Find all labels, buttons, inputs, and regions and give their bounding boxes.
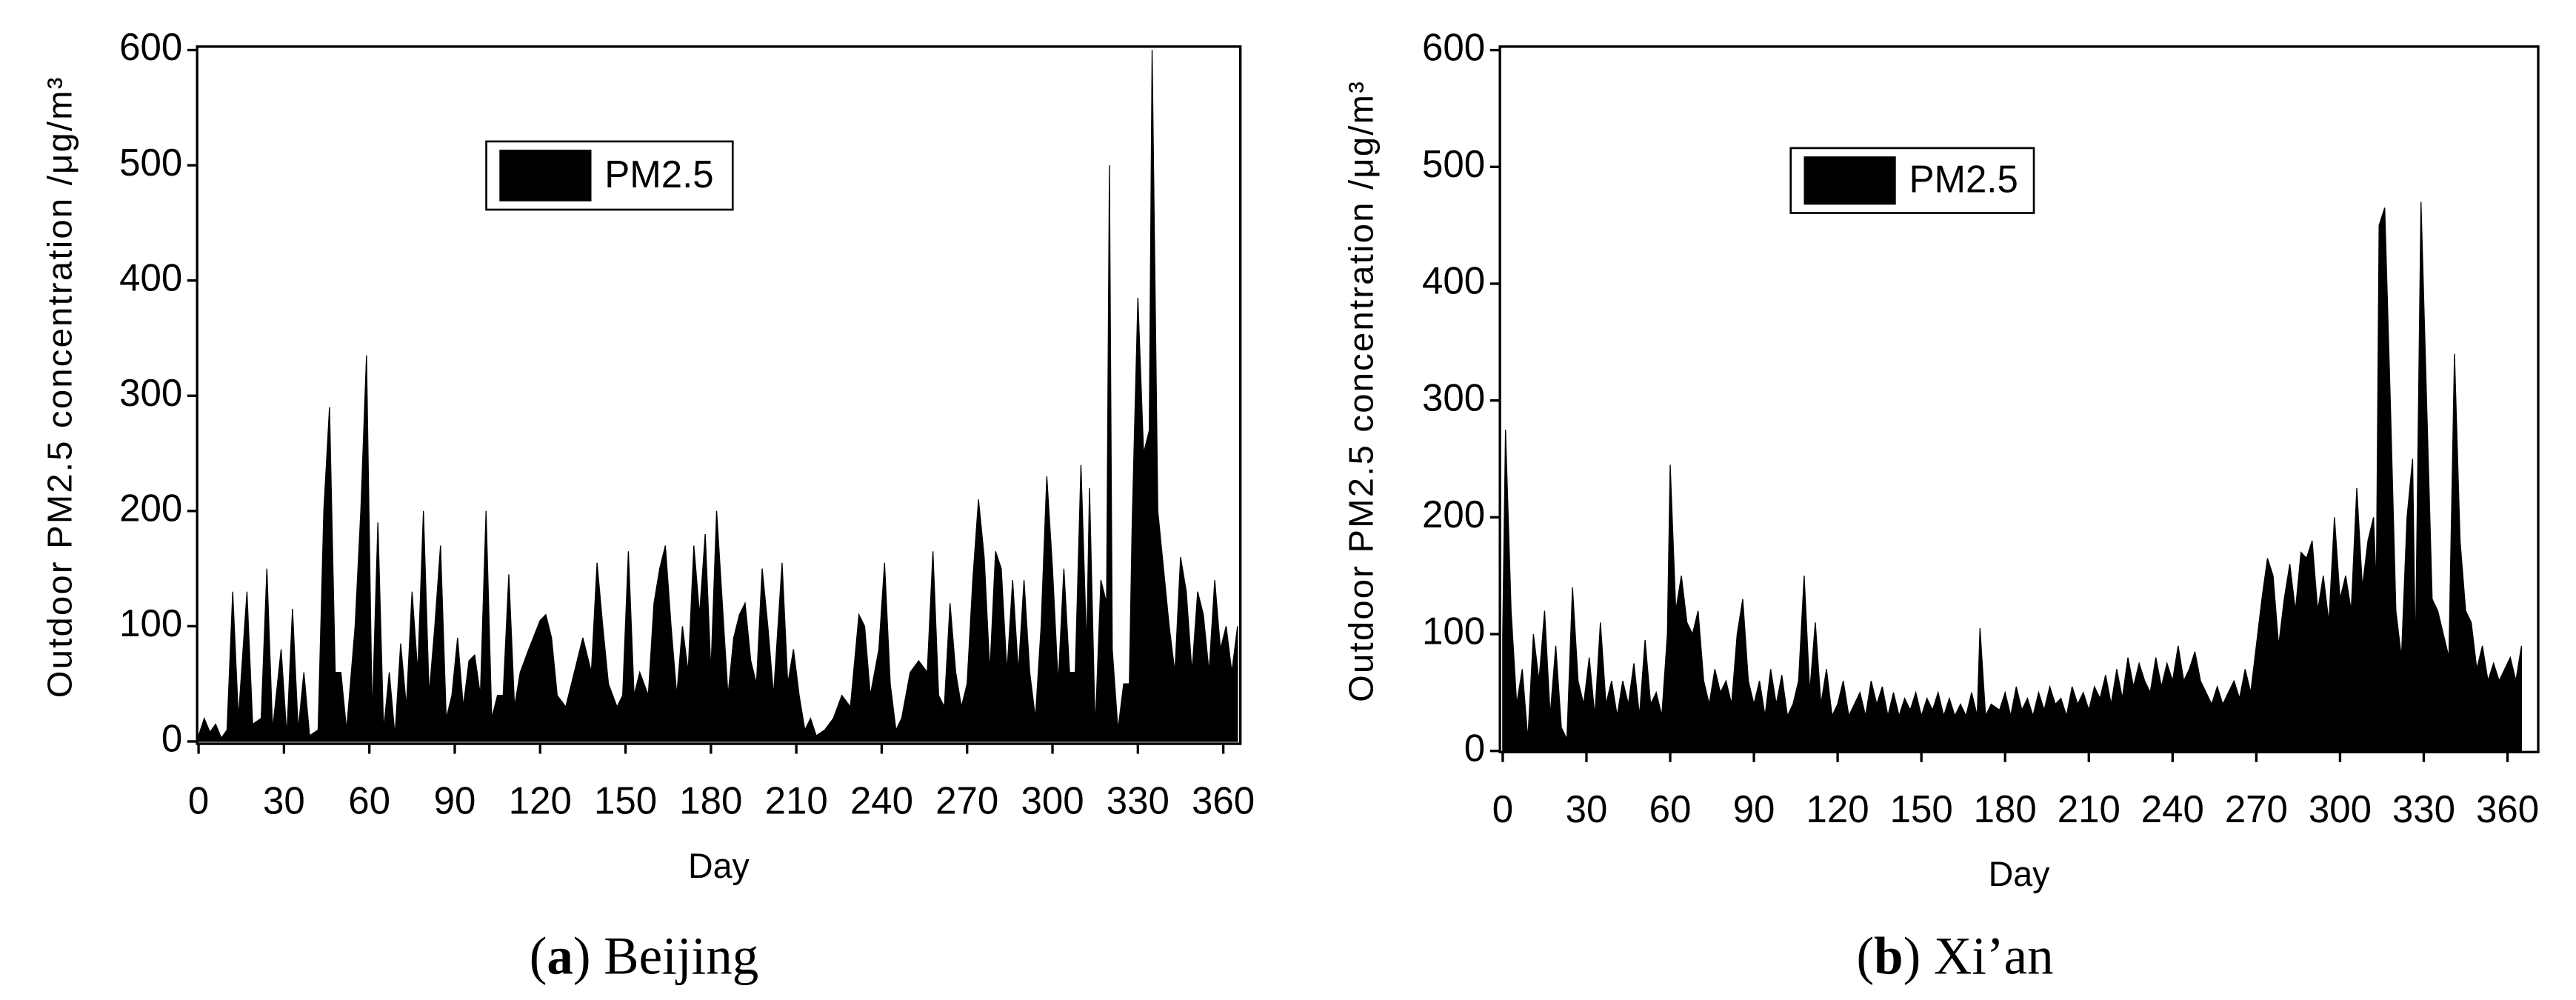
x-tick-label: 30 bbox=[1566, 788, 1608, 830]
x-tick-label: 60 bbox=[348, 779, 390, 821]
x-axis-label: Day bbox=[688, 847, 750, 885]
caption: (b) Xi’an bbox=[1857, 927, 2054, 985]
legend-swatch bbox=[1803, 156, 1896, 205]
y-tick-label: 200 bbox=[119, 487, 182, 529]
y-axis-label: Outdoor PM2.5 concentration /μg/m³ bbox=[41, 76, 79, 698]
caption-part: ) Beijing bbox=[573, 927, 758, 985]
y-tick-label: 300 bbox=[119, 372, 182, 414]
area bbox=[198, 50, 1238, 742]
legend-swatch bbox=[499, 150, 592, 201]
x-axis-label: Day bbox=[1989, 855, 2050, 893]
y-tick-label: 0 bbox=[1464, 727, 1485, 769]
caption-part: ( bbox=[530, 927, 547, 985]
x-tick-label: 90 bbox=[1733, 788, 1775, 830]
legend-label: PM2.5 bbox=[1909, 158, 2018, 200]
chart: 0 100 200 300 400 500 600 0 30 60 90 120 150 180 210 24… bbox=[1342, 26, 2540, 986]
y-tick-label: 100 bbox=[1422, 610, 1485, 652]
legend-label: PM2.5 bbox=[604, 153, 713, 196]
x-tick-label: 150 bbox=[594, 779, 657, 821]
y-tick-label: 600 bbox=[119, 26, 182, 68]
x-tick-label: 180 bbox=[1974, 788, 2037, 830]
x-tick-label: 30 bbox=[263, 779, 305, 821]
x-tick-label: 210 bbox=[2058, 788, 2120, 830]
y-tick-label: 500 bbox=[119, 141, 182, 183]
x-tick-label: 60 bbox=[1649, 788, 1692, 830]
x-tick-label: 120 bbox=[509, 779, 572, 821]
y-tick-label: 400 bbox=[119, 256, 182, 299]
x-tick-label: 240 bbox=[850, 779, 913, 821]
x-tick-label: 180 bbox=[679, 779, 742, 821]
x-tick-label: 360 bbox=[1192, 779, 1255, 821]
y-tick-label: 300 bbox=[1422, 376, 1485, 419]
x-tick-label: 0 bbox=[188, 779, 209, 821]
y-axis-label: Outdoor PM2.5 concentration /μg/m³ bbox=[1342, 80, 1381, 702]
x-tick-label: 330 bbox=[1107, 779, 1169, 821]
chart: 0 100 200 300 400 500 600 0 30 60 90 120 150 180 210 24… bbox=[41, 26, 1255, 986]
y-tick-label: 400 bbox=[1422, 259, 1485, 301]
x-tick-label: 270 bbox=[2225, 788, 2288, 830]
x-tick-label: 300 bbox=[2309, 788, 2372, 830]
x-tick-label: 150 bbox=[1890, 788, 1953, 830]
x-tick-label: 360 bbox=[2476, 788, 2539, 830]
caption-part: a bbox=[547, 927, 573, 985]
y-tick-label: 200 bbox=[1422, 493, 1485, 536]
x-tick-label: 270 bbox=[935, 779, 998, 821]
x-tick-label: 0 bbox=[1492, 788, 1513, 830]
y-tick-label: 500 bbox=[1422, 143, 1485, 185]
y-tick-label: 600 bbox=[1422, 26, 1485, 68]
x-tick-label: 330 bbox=[2392, 788, 2455, 830]
caption-part: b bbox=[1874, 927, 1903, 985]
x-tick-label: 90 bbox=[434, 779, 476, 821]
caption: (a) Beijing bbox=[530, 927, 758, 985]
y-tick-label: 100 bbox=[119, 602, 182, 644]
y-tick-label: 0 bbox=[161, 717, 182, 759]
x-tick-label: 210 bbox=[765, 779, 828, 821]
area bbox=[1502, 201, 2523, 752]
caption-part: ) Xi’an bbox=[1903, 927, 2054, 985]
caption-part: ( bbox=[1857, 927, 1875, 985]
x-tick-label: 120 bbox=[1806, 788, 1869, 830]
x-tick-label: 240 bbox=[2141, 788, 2204, 830]
x-tick-label: 300 bbox=[1021, 779, 1084, 821]
